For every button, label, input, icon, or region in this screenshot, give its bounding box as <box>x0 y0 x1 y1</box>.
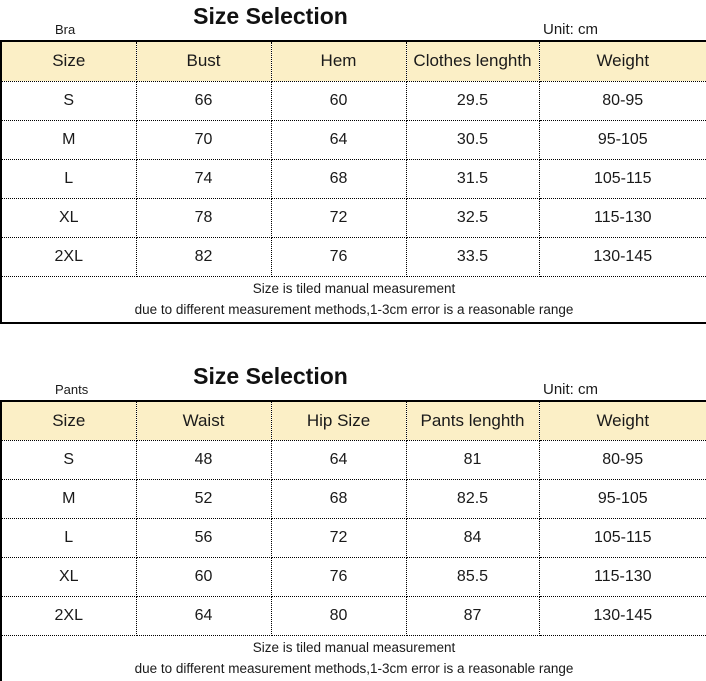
pants-unit-label: Unit: cm <box>543 380 599 398</box>
column-header: Pants lenghth <box>405 400 540 441</box>
bra-label: Bra <box>55 22 76 37</box>
table-cell: 130-145 <box>538 236 706 277</box>
table-cell: 80-95 <box>538 80 706 121</box>
table-cell: 82.5 <box>405 479 540 519</box>
size-cell: M <box>0 479 137 519</box>
table-cell: 64 <box>270 440 407 480</box>
table-row: S 66 60 29.5 80-95 <box>0 80 706 121</box>
pants-size-table-block: Pants Size Selection Unit: cm Size Waist… <box>0 360 706 681</box>
footnote-line-2: due to different measurement methods,1-3… <box>134 661 574 676</box>
table-cell: 60 <box>135 557 272 597</box>
table-cell: 84 <box>405 518 540 558</box>
footnote-row: Size is tiled manual measurement due to … <box>0 635 706 681</box>
table-cell: 78 <box>135 197 272 238</box>
pants-table-title: Size Selection <box>193 362 348 389</box>
table-cell: 115-130 <box>538 557 706 597</box>
column-header: Weight <box>538 40 706 82</box>
table-cell: 64 <box>135 596 272 636</box>
table-cell: 31.5 <box>405 158 540 199</box>
footnote-cell: Size is tiled manual measurement due to … <box>0 275 706 323</box>
table-cell: 115-130 <box>538 197 706 238</box>
table-cell: 64 <box>270 119 407 160</box>
table-row: L 74 68 31.5 105-115 <box>0 158 706 199</box>
column-header: Bust <box>135 40 272 82</box>
bra-size-table: Size Bust Hem Clothes lenghth Weight S 6… <box>0 40 706 324</box>
table-cell: 66 <box>135 80 272 121</box>
column-header: Clothes lenghth <box>405 40 540 82</box>
table-cell: 70 <box>135 119 272 160</box>
table-cell: 80-95 <box>538 440 706 480</box>
table-cell: 52 <box>135 479 272 519</box>
size-cell: L <box>0 518 137 558</box>
size-cell: S <box>0 80 137 121</box>
column-header: Size <box>0 400 137 441</box>
table-cell: 105-115 <box>538 158 706 199</box>
pants-size-table: Size Waist Hip Size Pants lenghth Weight… <box>0 399 706 681</box>
table-cell: 72 <box>270 518 407 558</box>
size-cell: M <box>0 119 137 160</box>
size-cell: S <box>0 440 137 480</box>
size-cell: XL <box>0 557 137 597</box>
size-cell: 2XL <box>0 596 137 636</box>
table-cell: 72 <box>270 197 407 238</box>
table-cell: 68 <box>270 158 407 199</box>
table-cell: 80 <box>270 596 407 636</box>
footnote-row: Size is tiled manual measurement due to … <box>0 275 706 323</box>
column-header: Size <box>0 40 137 82</box>
table-cell: 105-115 <box>538 518 706 558</box>
size-cell: XL <box>0 197 137 238</box>
table-row: M 70 64 30.5 95-105 <box>0 119 706 160</box>
table-cell: 130-145 <box>538 596 706 636</box>
table-cell: 85.5 <box>405 557 540 597</box>
table-cell: 56 <box>135 518 272 558</box>
table-cell: 74 <box>135 158 272 199</box>
table-row: 2XL 64 80 87 130-145 <box>0 596 706 636</box>
table-cell: 76 <box>270 236 407 277</box>
column-header: Hip Size <box>270 400 407 441</box>
table-row: S 48 64 81 80-95 <box>0 440 706 480</box>
footnote-line-1: Size is tiled manual measurement <box>252 640 456 655</box>
bra-table-title: Size Selection <box>193 3 348 29</box>
table-row: 2XL 82 76 33.5 130-145 <box>0 236 706 277</box>
bra-unit-label: Unit: cm <box>543 21 599 38</box>
table-cell: 95-105 <box>538 119 706 160</box>
pants-header-row: Size Waist Hip Size Pants lenghth Weight <box>0 400 706 441</box>
bra-header-row: Size Bust Hem Clothes lenghth Weight <box>0 40 706 82</box>
column-header: Weight <box>538 400 706 441</box>
table-cell: 82 <box>135 236 272 277</box>
table-cell: 95-105 <box>538 479 706 519</box>
table-cell: 33.5 <box>405 236 540 277</box>
pants-caption-row: Pants Size Selection Unit: cm <box>0 360 706 400</box>
table-cell: 32.5 <box>405 197 540 238</box>
column-header: Hem <box>270 40 407 82</box>
bra-size-table-block: Bra Size Selection Unit: cm Size Bust He… <box>0 0 706 324</box>
table-cell: 87 <box>405 596 540 636</box>
table-cell: 60 <box>270 80 407 121</box>
size-cell: L <box>0 158 137 199</box>
pants-label: Pants <box>55 381 89 397</box>
table-row: XL 78 72 32.5 115-130 <box>0 197 706 238</box>
bra-caption-row: Bra Size Selection Unit: cm <box>0 0 706 40</box>
table-cell: 48 <box>135 440 272 480</box>
table-cell: 29.5 <box>405 80 540 121</box>
size-cell: 2XL <box>0 236 137 277</box>
table-row: M 52 68 82.5 95-105 <box>0 479 706 519</box>
table-cell: 30.5 <box>405 119 540 160</box>
table-cell: 81 <box>405 440 540 480</box>
table-row: XL 60 76 85.5 115-130 <box>0 557 706 597</box>
column-header: Waist <box>135 400 272 441</box>
table-cell: 76 <box>270 557 407 597</box>
table-cell: 68 <box>270 479 407 519</box>
table-row: L 56 72 84 105-115 <box>0 518 706 558</box>
footnote-cell: Size is tiled manual measurement due to … <box>0 635 706 681</box>
footnote-line-1: Size is tiled manual measurement <box>252 280 456 296</box>
footnote-line-2: due to different measurement methods,1-3… <box>134 301 574 317</box>
